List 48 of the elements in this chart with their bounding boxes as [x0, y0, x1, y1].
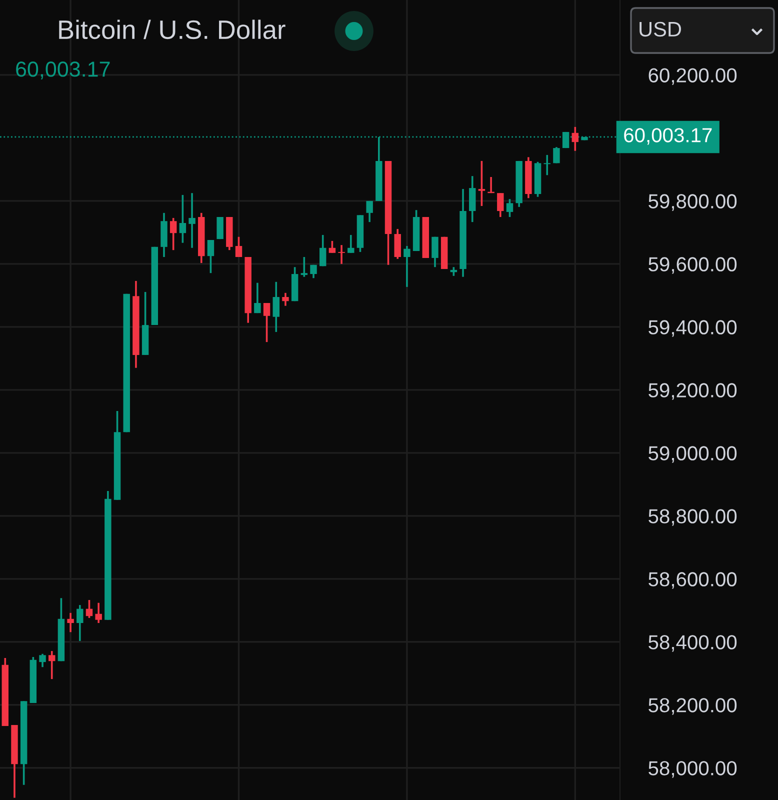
- candlestick: [39, 652, 46, 668]
- ref-line-label: 60,003.17: [624, 128, 712, 145]
- candlestick: [468, 175, 476, 223]
- y-tick-label: 58,400.00: [648, 635, 737, 652]
- candlestick: [319, 234, 326, 268]
- candlestick: [432, 236, 438, 268]
- y-tick-label: 58,800.00: [648, 509, 737, 526]
- y-tick-label: 60,200.00: [648, 68, 737, 85]
- candlestick: [310, 264, 317, 280]
- candlestick: [328, 240, 336, 254]
- y-tick-label: 59,600.00: [648, 257, 737, 274]
- text: USD: [640, 22, 681, 37]
- candlestick: [67, 612, 74, 634]
- candlestick: [572, 126, 579, 152]
- candlestick: [48, 650, 56, 680]
- candlestick: [553, 146, 560, 164]
- y-tick-label: 59,800.00: [648, 194, 737, 211]
- candlestick: [188, 192, 196, 249]
- candlestick: [478, 160, 486, 207]
- candlestick: [86, 599, 93, 619]
- candlestick: [179, 194, 186, 244]
- candlestick: [207, 239, 214, 274]
- candlestick: [235, 236, 242, 258]
- y-tick-label: 58,000.00: [648, 761, 737, 778]
- candlestick: [497, 192, 504, 218]
- candlestick: [282, 292, 289, 307]
- y-tick-label: 59,200.00: [648, 383, 737, 400]
- candlestick: [544, 154, 550, 176]
- candlestick: [338, 244, 345, 265]
- candlestick: [254, 282, 261, 314]
- y-tick-label: 58,200.00: [648, 698, 737, 715]
- y-tick-label: 59,000.00: [648, 446, 737, 463]
- candlestick: [95, 602, 102, 624]
- y-tick-label: 58,600.00: [648, 572, 737, 589]
- candlestick: [216, 216, 224, 240]
- candlestick: [300, 256, 308, 278]
- y-tick-label: 59,400.00: [648, 320, 737, 337]
- candlestick: [366, 200, 373, 223]
- candlestick: [404, 245, 410, 288]
- candlestick: [170, 217, 177, 251]
- candlestick: [76, 604, 84, 642]
- candlestick: [263, 302, 270, 343]
- candlestick: [506, 198, 514, 218]
- text: 60,003.17: [16, 62, 110, 80]
- candlestick: [272, 280, 280, 333]
- candlestick: [394, 228, 401, 260]
- text: Bitcoin / U.S. Dollar: [59, 20, 286, 40]
- candlestick: [348, 234, 354, 254]
